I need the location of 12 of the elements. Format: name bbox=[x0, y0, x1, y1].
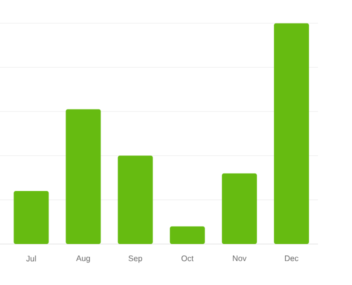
bar bbox=[170, 226, 205, 244]
x-tick-label: Sep bbox=[128, 256, 142, 263]
bar bbox=[118, 156, 153, 244]
x-tick-label: Jul bbox=[26, 256, 36, 262]
x-tick-label: Oct bbox=[182, 256, 194, 262]
x-tick-label: Aug bbox=[76, 256, 90, 263]
bar bbox=[274, 23, 309, 244]
x-tick-label: Dec bbox=[285, 256, 298, 262]
bar bbox=[14, 191, 49, 244]
x-tick-label: Nov bbox=[232, 256, 246, 262]
bar bbox=[222, 173, 257, 244]
bar bbox=[66, 109, 101, 244]
